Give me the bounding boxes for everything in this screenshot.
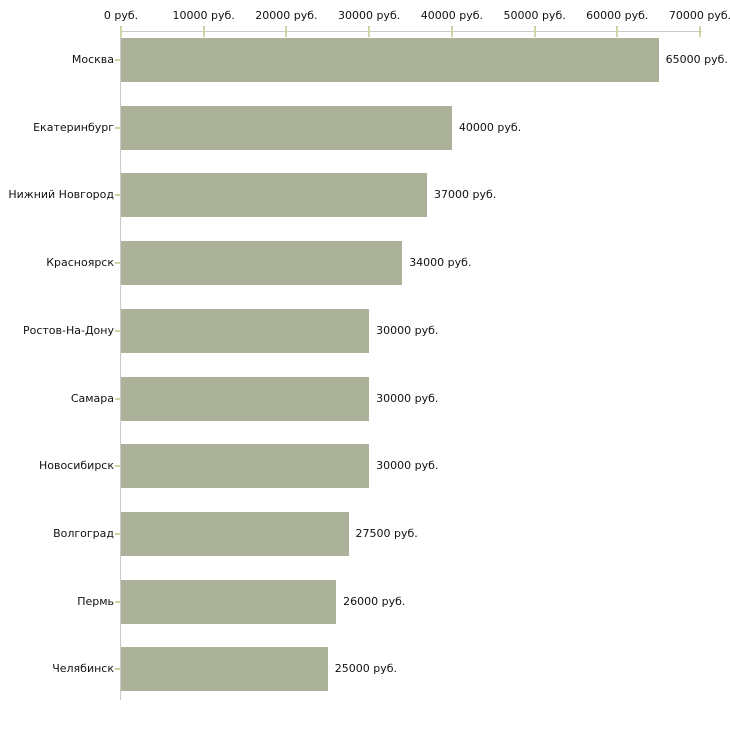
bar-value-label: 25000 руб.	[334, 662, 398, 676]
category-tick-mark	[115, 600, 120, 603]
bar	[121, 579, 337, 624]
category-tick-mark	[115, 668, 120, 671]
x-tick-label: 10000 руб.	[172, 9, 235, 22]
bar-value-label: 30000 руб.	[376, 323, 439, 337]
category-label: Пермь	[77, 594, 114, 608]
category-tick-mark	[115, 194, 120, 197]
bar-value-label: 30000 руб.	[376, 391, 439, 405]
category-label: Екатеринбург	[33, 120, 114, 134]
category-tick-mark	[115, 532, 120, 535]
x-tick-label: 70000 руб.	[668, 9, 730, 22]
category-label: Ростов-На-Дону	[22, 323, 114, 337]
x-axis-line	[120, 31, 702, 32]
category-label: Нижний Новгород	[8, 188, 114, 202]
x-tick-label: 20000 руб.	[255, 9, 318, 22]
category-label: Челябинск	[52, 662, 114, 676]
x-tick-mark	[202, 26, 205, 37]
y-axis-line	[120, 31, 121, 700]
category-label: Красноярск	[46, 256, 114, 270]
x-tick-mark	[368, 26, 371, 37]
bar-value-label: 30000 руб.	[376, 459, 439, 473]
x-tick-label: 0 руб.	[103, 9, 139, 22]
bar	[121, 173, 427, 218]
category-tick-mark	[115, 262, 120, 265]
bar-value-label: 27500 руб.	[355, 526, 418, 540]
category-label: Новосибирск	[38, 459, 114, 473]
bar	[121, 38, 659, 82]
bar	[121, 241, 403, 286]
bar-value-label: 34000 руб.	[409, 256, 472, 270]
x-tick-label: 60000 руб.	[586, 9, 649, 22]
bar	[121, 105, 452, 150]
bar-value-label: 26000 руб.	[343, 594, 406, 608]
bar-value-label: 40000 руб.	[458, 120, 522, 134]
category-tick-mark	[115, 397, 120, 400]
x-tick-label: 40000 руб.	[420, 9, 484, 22]
category-label: Самара	[70, 391, 114, 405]
bar	[121, 376, 370, 421]
bar-value-label: 65000 руб.	[665, 53, 728, 66]
category-tick-mark	[115, 59, 120, 61]
x-tick-mark	[699, 26, 701, 37]
x-tick-label: 50000 руб.	[503, 9, 566, 22]
category-tick-mark	[115, 126, 120, 129]
x-tick-mark	[120, 26, 122, 37]
x-tick-mark	[285, 26, 288, 37]
x-tick-mark	[616, 26, 619, 37]
category-label: Москва	[71, 53, 114, 66]
category-tick-mark	[115, 465, 120, 468]
bar-value-label: 37000 руб.	[434, 188, 497, 202]
bar	[121, 308, 370, 353]
x-tick-mark	[450, 26, 453, 37]
x-tick-mark	[533, 26, 536, 37]
bar	[121, 511, 349, 556]
x-tick-label: 30000 руб.	[337, 9, 401, 22]
category-tick-mark	[115, 329, 120, 332]
category-label: Волгоград	[53, 526, 114, 540]
bar	[121, 647, 328, 692]
bar	[121, 444, 370, 489]
